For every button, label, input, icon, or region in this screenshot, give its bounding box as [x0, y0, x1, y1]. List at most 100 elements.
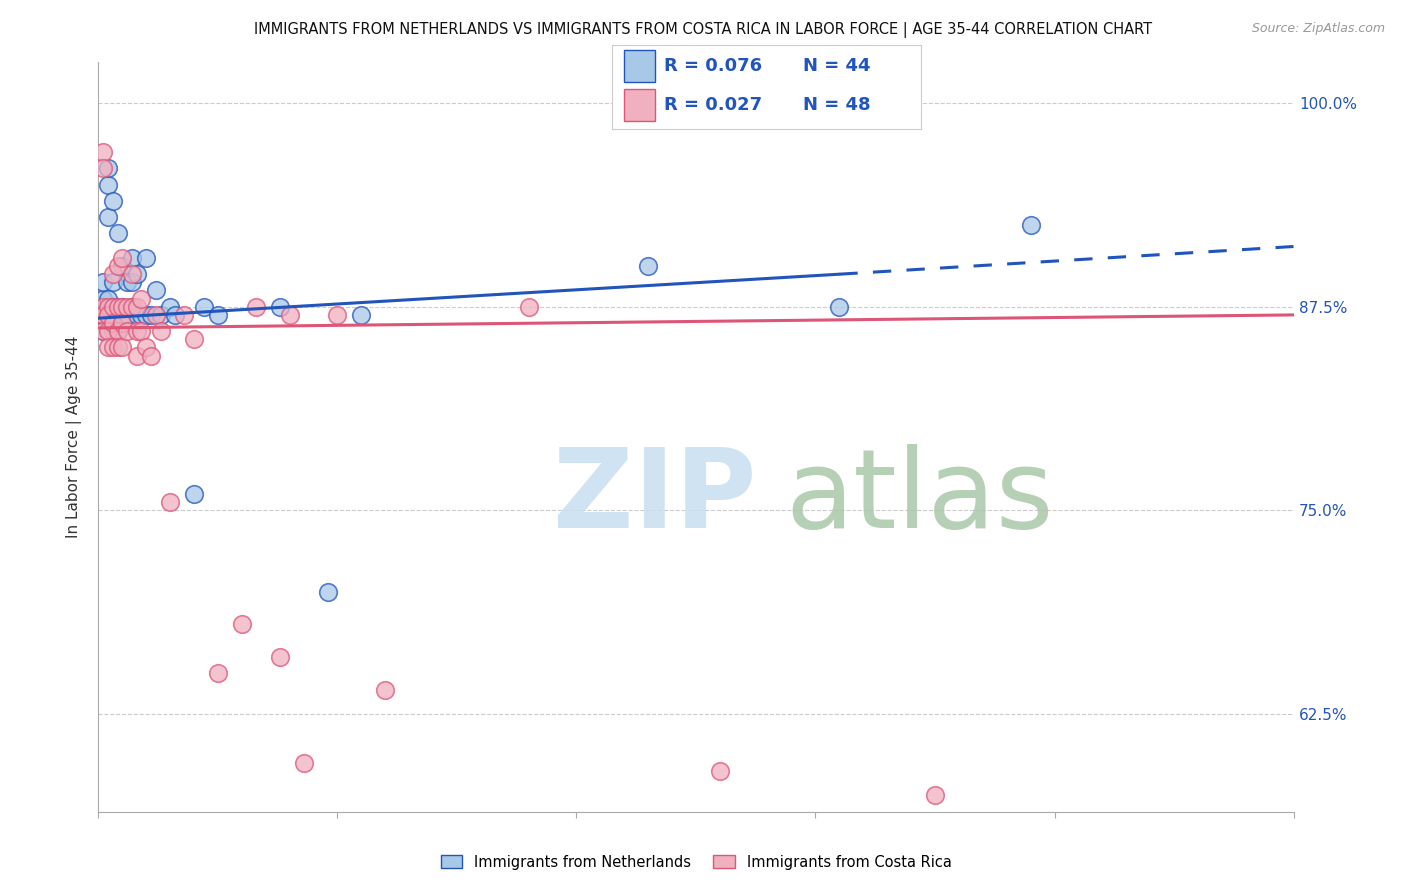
Text: IMMIGRANTS FROM NETHERLANDS VS IMMIGRANTS FROM COSTA RICA IN LABOR FORCE | AGE 3: IMMIGRANTS FROM NETHERLANDS VS IMMIGRANT…: [254, 22, 1152, 38]
Point: [121, 276, 143, 290]
Point: [125, 349, 148, 363]
Point: [115, 276, 138, 290]
Point: [91, 276, 114, 290]
Point: [326, 308, 349, 322]
Point: [207, 666, 229, 681]
Point: [207, 308, 229, 322]
Point: [269, 650, 291, 665]
Point: [125, 324, 148, 338]
Point: [101, 308, 124, 322]
Point: [107, 341, 129, 355]
Point: [231, 617, 253, 632]
Point: [131, 292, 153, 306]
Point: [107, 227, 129, 241]
Point: [121, 267, 143, 281]
Text: N = 48: N = 48: [803, 95, 870, 114]
Point: [97, 178, 120, 192]
Point: [121, 300, 143, 314]
Point: [145, 284, 167, 298]
Point: [97, 161, 120, 176]
Point: [101, 300, 124, 314]
Point: [101, 267, 124, 281]
Point: [245, 300, 267, 314]
Point: [828, 300, 851, 314]
Point: [709, 764, 731, 778]
Point: [111, 308, 134, 322]
Point: [131, 308, 153, 322]
Point: [107, 259, 129, 273]
Point: [97, 300, 120, 314]
Point: [107, 300, 129, 314]
Legend: Immigrants from Netherlands, Immigrants from Costa Rica: Immigrants from Netherlands, Immigrants …: [434, 849, 957, 876]
Point: [1019, 219, 1042, 233]
Point: [139, 308, 162, 322]
Point: [107, 300, 129, 314]
Bar: [624, 88, 655, 120]
Point: [91, 300, 114, 314]
Point: [145, 308, 167, 322]
Point: [374, 682, 396, 697]
Point: [131, 324, 153, 338]
Point: [159, 495, 181, 509]
Point: [111, 259, 134, 273]
Y-axis label: In Labor Force | Age 35-44: In Labor Force | Age 35-44: [66, 336, 83, 538]
Point: [101, 324, 124, 338]
Point: [183, 332, 205, 346]
Point: [125, 300, 148, 314]
Point: [115, 308, 138, 322]
Point: [350, 308, 373, 322]
Text: ZIP: ZIP: [553, 443, 756, 550]
Point: [111, 251, 134, 265]
Point: [91, 145, 114, 159]
Text: atlas: atlas: [786, 443, 1054, 550]
Point: [91, 292, 114, 306]
Point: [111, 300, 134, 314]
Point: [111, 316, 134, 330]
Point: [173, 308, 195, 322]
Bar: [624, 50, 655, 82]
Point: [101, 300, 124, 314]
Point: [101, 341, 124, 355]
Text: R = 0.076: R = 0.076: [664, 57, 762, 75]
Point: [135, 251, 157, 265]
Point: [278, 308, 301, 322]
Point: [91, 308, 114, 322]
Point: [135, 341, 157, 355]
Point: [517, 300, 540, 314]
Point: [193, 300, 215, 314]
Point: [269, 300, 291, 314]
Point: [91, 324, 114, 338]
Point: [135, 308, 157, 322]
Point: [91, 161, 114, 176]
Point: [97, 308, 120, 322]
Point: [101, 194, 124, 208]
Text: N = 44: N = 44: [803, 57, 870, 75]
Text: Source: ZipAtlas.com: Source: ZipAtlas.com: [1251, 22, 1385, 36]
Point: [125, 308, 148, 322]
Point: [149, 308, 172, 322]
Point: [107, 324, 129, 338]
Point: [924, 789, 946, 803]
Point: [121, 251, 143, 265]
Point: [91, 308, 114, 322]
Text: R = 0.027: R = 0.027: [664, 95, 762, 114]
Point: [183, 487, 205, 501]
Point: [111, 300, 134, 314]
Point: [115, 300, 138, 314]
Point: [97, 292, 120, 306]
Point: [121, 300, 143, 314]
Point: [125, 267, 148, 281]
Point: [101, 276, 124, 290]
Point: [101, 316, 124, 330]
Point: [97, 210, 120, 224]
Point: [91, 324, 114, 338]
Point: [149, 324, 172, 338]
Point: [637, 259, 659, 273]
Point: [111, 341, 134, 355]
Point: [97, 341, 120, 355]
Point: [316, 584, 339, 599]
Point: [292, 756, 315, 770]
Point: [159, 300, 181, 314]
Point: [97, 324, 120, 338]
Point: [97, 308, 120, 322]
